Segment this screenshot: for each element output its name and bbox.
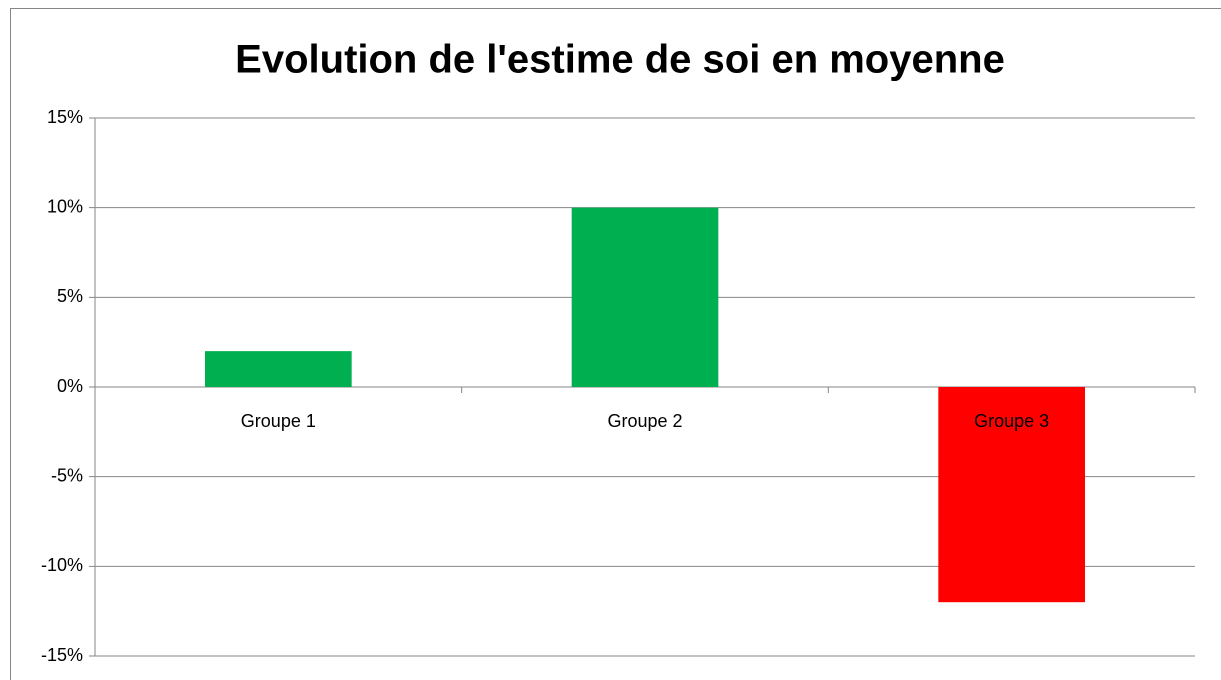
- chart-title: Evolution de l'estime de soi en moyenne: [235, 38, 1005, 82]
- y-tick-label: 10%: [47, 196, 83, 216]
- y-tick-label: 15%: [47, 107, 83, 127]
- y-tick-label: -15%: [41, 645, 83, 665]
- bar: [571, 207, 719, 387]
- x-tick-label: Groupe 2: [607, 411, 682, 431]
- x-tick-label: Groupe 1: [241, 411, 316, 431]
- bar: [938, 387, 1085, 603]
- y-tick-label: -10%: [41, 555, 83, 575]
- y-tick-label: -5%: [51, 465, 83, 485]
- y-tick-label: 0%: [57, 376, 83, 396]
- x-tick-label: Groupe 3: [974, 411, 1049, 431]
- bar: [205, 351, 352, 387]
- y-tick-label: 5%: [57, 286, 83, 306]
